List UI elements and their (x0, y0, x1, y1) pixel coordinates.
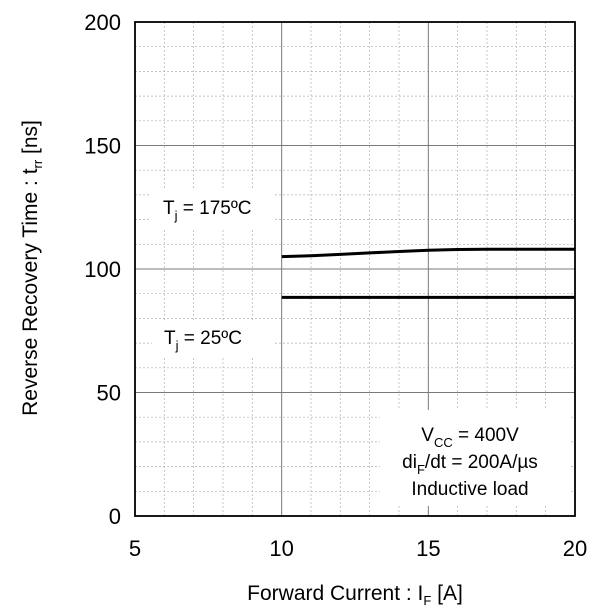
y-tick-label: 100 (84, 257, 121, 282)
series-layer (281, 247, 575, 299)
y-tick-labels: 0 50 100 150 200 (84, 10, 121, 529)
x-tick-label: 10 (269, 536, 293, 561)
conditions-box (380, 410, 570, 506)
y-tick-label: 0 (109, 504, 121, 529)
annotation-vcc: VCC = 400V (421, 425, 519, 450)
y-tick-label: 200 (84, 10, 121, 35)
y-tick-label: 150 (84, 134, 121, 159)
x-tick-label: 20 (563, 536, 587, 561)
x-axis-label: Forward Current : IF [A] (247, 582, 463, 608)
x-tick-label: 5 (129, 536, 141, 561)
annotation-tj-25: Tj = 25ºC (164, 328, 242, 353)
annotation-di-dt: diF/dt = 200A/µs (402, 452, 538, 477)
x-tick-label: 15 (416, 536, 440, 561)
y-tick-label: 50 (97, 381, 121, 406)
tj-high-box (150, 190, 275, 228)
x-tick-labels: 5 10 15 20 (129, 536, 587, 561)
tj-low-box (152, 320, 275, 358)
plot-frame (134, 21, 576, 517)
series-line-tj-175 (281, 247, 575, 259)
y-axis-label: Reverse Recovery Time : trr [ns] (19, 120, 45, 416)
annotation-load: Inductive load (411, 479, 528, 500)
annotation-tj-175: Tj = 175ºC (163, 198, 252, 223)
